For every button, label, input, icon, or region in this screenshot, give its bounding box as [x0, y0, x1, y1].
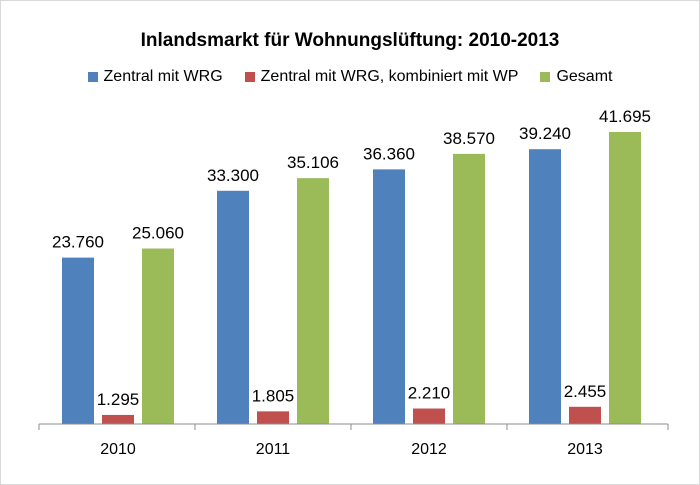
- bar: [569, 406, 601, 424]
- data-label: 1.295: [97, 390, 140, 409]
- legend-item-zentral-wrg-wp: Zentral mit WRG, kombiniert mit WP: [244, 68, 519, 86]
- x-tick-label: 2012: [411, 441, 447, 458]
- bar: [257, 411, 289, 424]
- data-label: 23.760: [52, 233, 104, 252]
- legend-item-zentral-wrg: Zentral mit WRG: [87, 68, 223, 86]
- data-label: 38.570: [443, 129, 495, 148]
- data-label: 33.300: [207, 166, 259, 185]
- data-label: 41.695: [599, 107, 651, 126]
- bar: [102, 414, 134, 424]
- bar: [62, 257, 94, 424]
- bar: [373, 169, 405, 424]
- bar: [609, 132, 641, 424]
- data-label: 2.455: [564, 382, 607, 401]
- data-label: 39.240: [519, 124, 571, 143]
- legend-label-zentral-wrg: Zentral mit WRG: [103, 68, 223, 85]
- chart-title: Inlandsmarkt für Wohnungslüftung: 2010-2…: [140, 30, 560, 51]
- data-label: 1.805: [252, 386, 295, 405]
- bar: [453, 153, 485, 424]
- bar: [142, 248, 174, 424]
- legend-swatch-zentral-wrg: [87, 72, 98, 82]
- legend-label-zentral-wrg-wp: Zentral mit WRG, kombiniert mit WP: [260, 68, 519, 85]
- bar: [529, 149, 561, 425]
- data-label: 2.210: [408, 384, 451, 403]
- legend-label-gesamt: Gesamt: [556, 68, 613, 85]
- data-label: 25.060: [132, 223, 184, 242]
- bar: [413, 408, 445, 424]
- bar: [217, 190, 249, 424]
- legend-swatch-zentral-wrg-wp: [244, 72, 255, 82]
- x-tick-label: 2010: [100, 441, 136, 458]
- legend-item-gesamt: Gesamt: [540, 68, 612, 86]
- data-label: 35.106: [287, 153, 339, 172]
- data-label: 36.360: [363, 144, 415, 163]
- legend: Zentral mit WRG Zentral mit WRG, kombini…: [0, 68, 700, 86]
- x-tick-label: 2011: [256, 441, 291, 458]
- bar: [297, 178, 329, 424]
- x-tick-label: 2013: [567, 441, 603, 458]
- legend-swatch-gesamt: [540, 72, 551, 82]
